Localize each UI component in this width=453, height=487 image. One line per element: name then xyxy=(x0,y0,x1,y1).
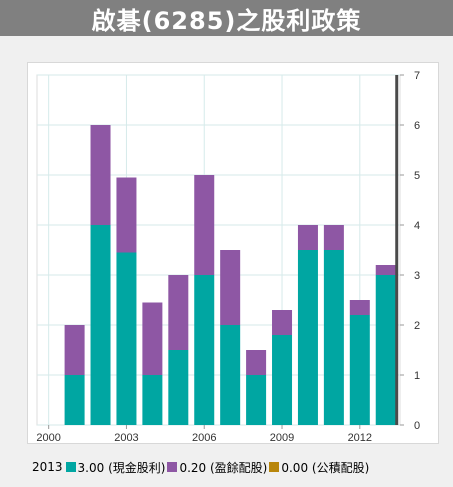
bar-segment-cash xyxy=(168,350,189,425)
x-tick-label: 2009 xyxy=(270,432,294,443)
bar-segment-stock xyxy=(272,310,293,335)
bar-segment-stock xyxy=(349,300,370,315)
x-tick-label: 2012 xyxy=(348,432,372,443)
bar-segment-stock xyxy=(116,177,137,253)
bar-segment-cash xyxy=(297,250,318,425)
y-tick-label: 6 xyxy=(414,120,420,132)
legend-item-capital: 0.00 (公積配股) xyxy=(269,459,369,476)
bar-segment-stock xyxy=(220,250,241,325)
bar-segment-stock xyxy=(375,265,396,275)
bar-segment-cash xyxy=(375,275,396,425)
x-tick-label: 2003 xyxy=(114,432,138,443)
bar-segment-cash xyxy=(246,375,267,425)
legend-label-capital: 0.00 (公積配股) xyxy=(281,460,370,475)
y-tick-label: 2 xyxy=(414,320,420,332)
bar-segment-cash xyxy=(323,250,344,425)
x-tick-label: 2006 xyxy=(192,432,216,443)
bar-segment-stock xyxy=(168,275,189,350)
legend-swatch-capital xyxy=(269,462,280,472)
y-tick-label: 3 xyxy=(414,270,420,282)
chart-title: 啟碁(6285)之股利政策 xyxy=(91,6,362,35)
bar-segment-cash xyxy=(116,252,137,425)
legend-item-cash: 3.00 (現金股利) xyxy=(65,459,166,476)
bar-segment-stock xyxy=(297,225,318,250)
bar-segment-cash xyxy=(272,335,293,425)
y-tick-label: 7 xyxy=(414,70,420,82)
legend-swatch-cash xyxy=(65,462,76,472)
legend: 2013 3.00 (現金股利) 0.20 (盈餘配股) 0.00 (公積配股) xyxy=(0,457,453,477)
bar-segment-cash xyxy=(220,325,241,425)
legend-label-cash: 3.00 (現金股利) xyxy=(77,460,166,475)
y-tick-label: 5 xyxy=(414,170,420,182)
y-tick-label: 4 xyxy=(414,220,420,232)
legend-swatch-stock xyxy=(167,462,178,472)
bar-segment-stock xyxy=(64,325,85,375)
bar-segment-stock xyxy=(194,175,215,275)
chart-header: 啟碁(6285)之股利政策 xyxy=(0,0,453,36)
bar-segment-cash xyxy=(349,315,370,425)
bar-segment-cash xyxy=(142,375,163,425)
bar-segment-cash xyxy=(90,225,111,425)
bar-segment-cash xyxy=(194,275,215,425)
bar-segment-stock xyxy=(90,125,111,225)
y-tick-label: 1 xyxy=(414,370,420,382)
bar-segment-stock xyxy=(246,350,267,375)
legend-year: 2013 xyxy=(32,460,63,474)
bar-segment-cash xyxy=(64,375,85,425)
legend-item-stock: 0.20 (盈餘配股) xyxy=(167,459,267,476)
x-tick-label: 2000 xyxy=(36,432,60,443)
y-tick-label: 0 xyxy=(414,420,420,432)
dividend-chart: 0 1 2 3 4 5 6 7 2000 2003 2006 2009 2012 xyxy=(36,70,420,443)
bar-segment-stock xyxy=(142,302,163,375)
bar-segment-stock xyxy=(323,225,344,250)
legend-label-stock: 0.20 (盈餘配股) xyxy=(179,460,268,475)
chart-panel: 0 1 2 3 4 5 6 7 2000 2003 2006 2009 2012 xyxy=(27,62,439,444)
